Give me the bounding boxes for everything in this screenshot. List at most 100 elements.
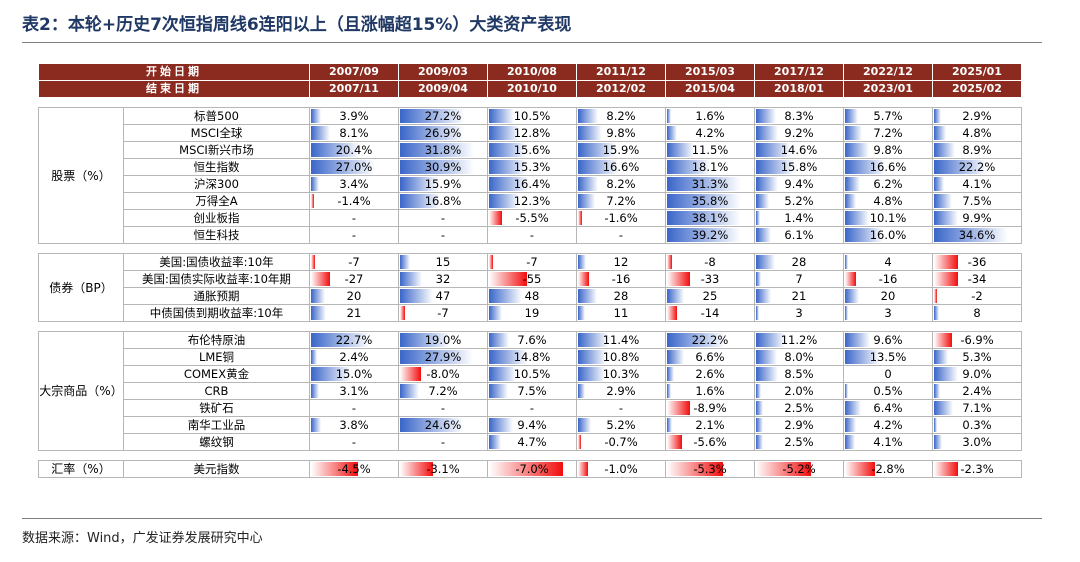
data-cell: 11.4% [576, 331, 666, 349]
positive-bar [578, 143, 616, 157]
positive-bar [311, 384, 319, 398]
cell-value: 10.1% [869, 211, 907, 225]
row-label: MSCI全球 [123, 124, 310, 142]
section-label-equity: 股票（%） [38, 107, 124, 244]
positive-bar [400, 109, 465, 123]
data-cell: 9.6% [843, 331, 933, 349]
data-cell: 2.9% [576, 382, 666, 400]
header-date: 2023/01 [843, 80, 933, 98]
data-cell: 20.4% [309, 141, 399, 159]
negative-bar [934, 255, 958, 269]
positive-bar [667, 109, 671, 123]
negative-bar [400, 306, 405, 320]
positive-bar [845, 228, 883, 242]
positive-bar [667, 160, 710, 174]
negative-bar [667, 255, 672, 269]
data-cell: 12.3% [487, 192, 577, 210]
cell-value: -2 [971, 289, 983, 303]
data-cell: -16 [843, 270, 933, 288]
data-cell: 9.0% [932, 365, 1022, 383]
positive-bar [311, 143, 360, 157]
data-cell: -8.9% [665, 399, 755, 417]
positive-bar [667, 418, 672, 432]
cell-value: -34 [967, 272, 987, 286]
table-row: CRB 3.1% 7.2% 7.5% 2.9% 1.6% 2.0% 0.5% 2.4% [39, 382, 1022, 400]
data-cell: -7.0% [487, 460, 577, 478]
cell-value: -7 [526, 255, 538, 269]
negative-bar [667, 401, 690, 415]
data-cell: 3.9% [309, 107, 399, 125]
data-cell: 39.2% [665, 226, 755, 244]
positive-bar [845, 177, 860, 191]
positive-bar [667, 384, 671, 398]
data-cell: 6.2% [843, 175, 933, 193]
positive-bar [756, 350, 777, 364]
header-row-start: 开始日期 2007/09 2009/03 2010/08 2011/12 2015/03 2… [38, 63, 1022, 81]
data-cell: 7.5% [487, 382, 577, 400]
positive-bar [489, 367, 516, 381]
table-row: LME铜 2.4% 27.9% 14.8% 10.8% 6.6% 8.0% 13.5% 5.3% [39, 348, 1022, 366]
cell-value: 9.8% [606, 126, 636, 140]
negative-bar [934, 462, 958, 476]
data-cell: - [398, 226, 488, 244]
data-cell: -1.4% [309, 192, 399, 210]
data-cell: 8.2% [576, 107, 666, 125]
positive-bar [667, 126, 677, 140]
cell-value: 7 [795, 272, 803, 286]
positive-bar [845, 333, 870, 347]
positive-bar [311, 289, 325, 303]
data-cell: 4.2% [665, 124, 755, 142]
cell-value: 39.2% [691, 228, 729, 242]
cell-value: 47 [435, 289, 451, 303]
positive-bar [578, 384, 585, 398]
positive-bar [311, 367, 350, 381]
data-cell: 10.5% [487, 365, 577, 383]
table-row: MSCI新兴市场 20.4% 31.8% 15.6% 15.9% 11.5% 14.6% 9.… [39, 141, 1022, 159]
data-cell: 22.7% [309, 331, 399, 349]
data-cell: 0.5% [843, 382, 933, 400]
data-cell: 4.8% [843, 192, 933, 210]
cell-value: 27.2% [424, 109, 462, 123]
cell-value: 15.3% [513, 160, 551, 174]
cell-value: 31.3% [691, 177, 729, 191]
row-label: 布伦特原油 [123, 331, 310, 349]
data-cell: -14 [665, 304, 755, 322]
data-cell: 31.3% [665, 175, 755, 193]
cell-value: 6.1% [784, 228, 814, 242]
data-cell: -55 [487, 270, 577, 288]
table-row: COMEX黄金 15.0% -8.0% 10.5% 10.3% 2.6% 8.5% 0 9.0% [39, 365, 1022, 383]
cell-value: -7 [437, 306, 449, 320]
positive-bar [934, 143, 955, 157]
cell-value: 15 [435, 255, 451, 269]
negative-bar [489, 272, 527, 286]
data-cell: 27.9% [398, 348, 488, 366]
data-cell: 9.8% [843, 141, 933, 159]
data-cell: 2.9% [754, 416, 844, 434]
positive-bar [489, 109, 514, 123]
cell-value: -5.2% [782, 462, 816, 476]
positive-bar [578, 160, 618, 174]
cell-value: 27.9% [424, 350, 462, 364]
cell-value: -16 [878, 272, 898, 286]
cell-value: 34.6% [958, 228, 996, 242]
data-cell: 19 [487, 304, 577, 322]
positive-bar [845, 289, 859, 303]
table-row: 南华工业品 3.8% 24.6% 9.4% 5.2% 2.1% 2.9% 4.2% 0.3% [39, 416, 1022, 434]
positive-bar [667, 289, 684, 303]
row-label: 美国:国债收益率:10年 [123, 253, 310, 271]
data-cell: 5.2% [576, 416, 666, 434]
cell-value: - [440, 401, 446, 415]
positive-bar [845, 143, 869, 157]
data-cell: 15.9% [398, 175, 488, 193]
data-cell: -0.7% [576, 433, 666, 451]
cell-value: 6.4% [873, 401, 903, 415]
cell-value: 16.6% [602, 160, 640, 174]
cell-value: 10.3% [602, 367, 640, 381]
cell-value: 7.5% [517, 384, 547, 398]
row-label: 中债国债到期收益率:10年 [123, 304, 310, 322]
cell-value: 4.1% [962, 177, 992, 191]
cell-value: 4.7% [517, 435, 547, 449]
positive-bar [489, 160, 526, 174]
data-cell: -6.9% [932, 331, 1022, 349]
table-row: 股票（%） 标普500 3.9% 27.2% 10.5% 8.2% 1.6% 8.3% 5.7%… [38, 107, 1022, 244]
